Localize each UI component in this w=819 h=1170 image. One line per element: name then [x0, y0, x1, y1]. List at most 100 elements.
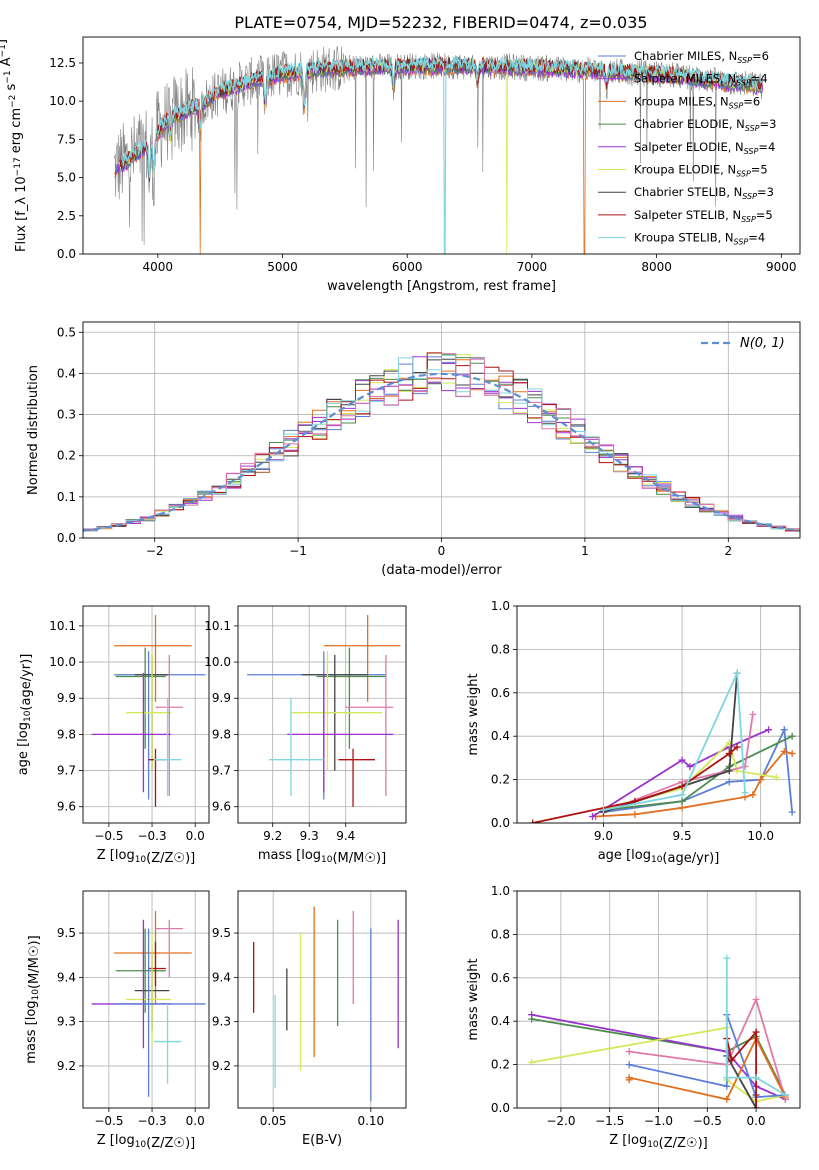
y-tick-label: 9.2 — [57, 1059, 76, 1073]
histogram-step-9 — [83, 353, 800, 538]
y-tick-label: 9.3 — [57, 1015, 76, 1029]
y-tick-label: 9.5 — [212, 926, 231, 940]
y-tick-label: 12.5 — [49, 56, 76, 70]
weight-point-7-2 — [678, 782, 686, 790]
y-axis-label: age [log10(age/yr)] — [16, 654, 34, 776]
spectrum-legend: Chabrier MILES, NSSP=6 Salpeter MILES, NS… — [598, 49, 776, 247]
weight-line-0 — [531, 1018, 787, 1096]
weight-point-5-3 — [749, 711, 757, 718]
spectrum-model-line-8 — [120, 55, 763, 254]
weight-point-6-1 — [725, 767, 733, 775]
z-weight-marks — [528, 954, 789, 1108]
x-tick-label: 9.2 — [263, 829, 282, 843]
gaussian-curve — [83, 372, 800, 532]
y-tick-label: 9.6 — [57, 800, 76, 814]
figure-title: PLATE=0754, MJD=52232, FIBERID=0474, z=0… — [234, 13, 647, 32]
age-weight-marks — [529, 669, 796, 823]
y-tick-label: 0.2 — [491, 1058, 510, 1072]
weight-line-5 — [603, 714, 754, 813]
weight-point-0-4 — [780, 726, 788, 734]
x-tick-label: −0.3 — [137, 829, 166, 843]
weight-point-7-3 — [725, 750, 733, 758]
x-axis-label: (data-model)/error — [381, 563, 502, 578]
weight-point-0-2 — [725, 778, 733, 786]
x-tick-label: 7000 — [517, 260, 548, 274]
y-tick-label: 0.6 — [491, 686, 510, 700]
weight-point-2-3 — [788, 732, 796, 740]
y-tick-label: 7.5 — [57, 132, 76, 146]
weight-point-7-2 — [752, 1028, 760, 1036]
axes-frame — [237, 890, 407, 1109]
weight-point-8-0 — [723, 954, 731, 962]
weight-point-1-6 — [780, 747, 788, 755]
y-tick-label: 10.1 — [49, 619, 76, 633]
weight-point-8-2 — [733, 669, 741, 677]
x-tick-label: −1.5 — [595, 1114, 624, 1128]
x-tick-label: −0.5 — [693, 1114, 722, 1128]
x-tick-label: 8000 — [641, 260, 672, 274]
y-tick-label: 9.4 — [212, 970, 231, 984]
weight-point-5-1 — [625, 1074, 633, 1082]
axes-frame — [82, 605, 210, 824]
y-axis-label: mass weight — [466, 673, 481, 755]
x-tick-label: 0.0 — [747, 1114, 766, 1128]
y-tick-label: 9.3 — [212, 1015, 231, 1029]
y-tick-label: 0.4 — [491, 1014, 510, 1028]
y-tick-label: 0.0 — [57, 247, 76, 261]
legend-label: Kroupa STELIB, NSSP=4 — [634, 231, 765, 247]
y-tick-label: 9.8 — [57, 727, 76, 741]
axes-frame — [82, 36, 801, 255]
spectrum-panel: 4000 5000 6000 7000 8000 9000 0.0 2.5 5.0 7.5 10.0… — [0, 36, 801, 294]
weight-line-7 — [725, 1029, 757, 1108]
weight-line-1 — [595, 750, 793, 818]
mass-age-marks — [247, 615, 401, 807]
weight-point-8-0 — [599, 806, 607, 814]
y-tick-label: 0.8 — [491, 642, 510, 656]
legend-label: Chabrier STELIB, NSSP=3 — [634, 185, 774, 201]
weight-point-3-0 — [588, 812, 596, 820]
x-tick-label: 0.0 — [186, 1114, 205, 1128]
legend-label: Salpeter ELODIE, NSSP=4 — [634, 140, 775, 156]
legend-label: Chabrier MILES, NSSP=6 — [634, 49, 769, 65]
legend-label: Salpeter STELIB, NSSP=5 — [634, 208, 773, 224]
y-tick-label: 1.0 — [491, 884, 510, 898]
y-tick-label: 9.5 — [57, 926, 76, 940]
legend-label: Kroupa MILES, NSSP=6 — [634, 94, 760, 110]
weight-point-8-3 — [741, 789, 749, 797]
y-tick-label: 9.8 — [212, 727, 231, 741]
x-tick-label: 9.5 — [673, 829, 692, 843]
weight-point-7-4 — [733, 743, 741, 751]
legend-label: Chabrier ELODIE, NSSP=3 — [634, 117, 776, 133]
charts: 4000 5000 6000 7000 8000 90000.02.55.07.510.0… — [0, 36, 801, 1151]
y-tick-label: 9.2 — [212, 1059, 231, 1073]
weight-line-8 — [603, 672, 746, 811]
ebv-mass-panel: 0.05 0.10 9.2 9.3 9.4 9.5 E(B-V) — [212, 890, 407, 1148]
weight-line-2 — [603, 735, 793, 811]
x-tick-label: −2 — [146, 544, 164, 558]
y-tick-label: 5.0 — [57, 171, 76, 185]
y-tick-label: 0.0 — [57, 531, 76, 545]
weight-point-1-0 — [528, 1011, 536, 1019]
y-tick-label: 0.2 — [57, 449, 76, 463]
x-tick-label: 9.0 — [594, 829, 613, 843]
weight-point-3-1 — [678, 756, 686, 764]
y-axis-label: Normed distribution — [26, 365, 41, 495]
x-tick-label: −1 — [289, 544, 307, 558]
weight-line-3 — [629, 996, 787, 1100]
spectrum-marks — [113, 45, 763, 254]
x-axis-label: Z [log10(Z/Z☉)] — [97, 848, 195, 866]
weight-point-5-2 — [723, 1095, 731, 1103]
y-tick-label: 1.0 — [491, 599, 510, 613]
y-tick-label: 0.3 — [57, 408, 76, 422]
x-tick-label: 10.0 — [747, 829, 774, 843]
x-tick-label: 5000 — [267, 260, 298, 274]
x-tick-label: 0 — [438, 544, 446, 558]
x-tick-label: −1.0 — [644, 1114, 673, 1128]
y-tick-label: 0.4 — [57, 366, 76, 380]
y-tick-label: 10.0 — [49, 655, 76, 669]
weight-point-3-2 — [686, 763, 694, 771]
weight-point-1-1 — [631, 810, 639, 818]
weight-point-3-0 — [625, 1048, 633, 1056]
weight-point-8-2 — [752, 1074, 760, 1082]
